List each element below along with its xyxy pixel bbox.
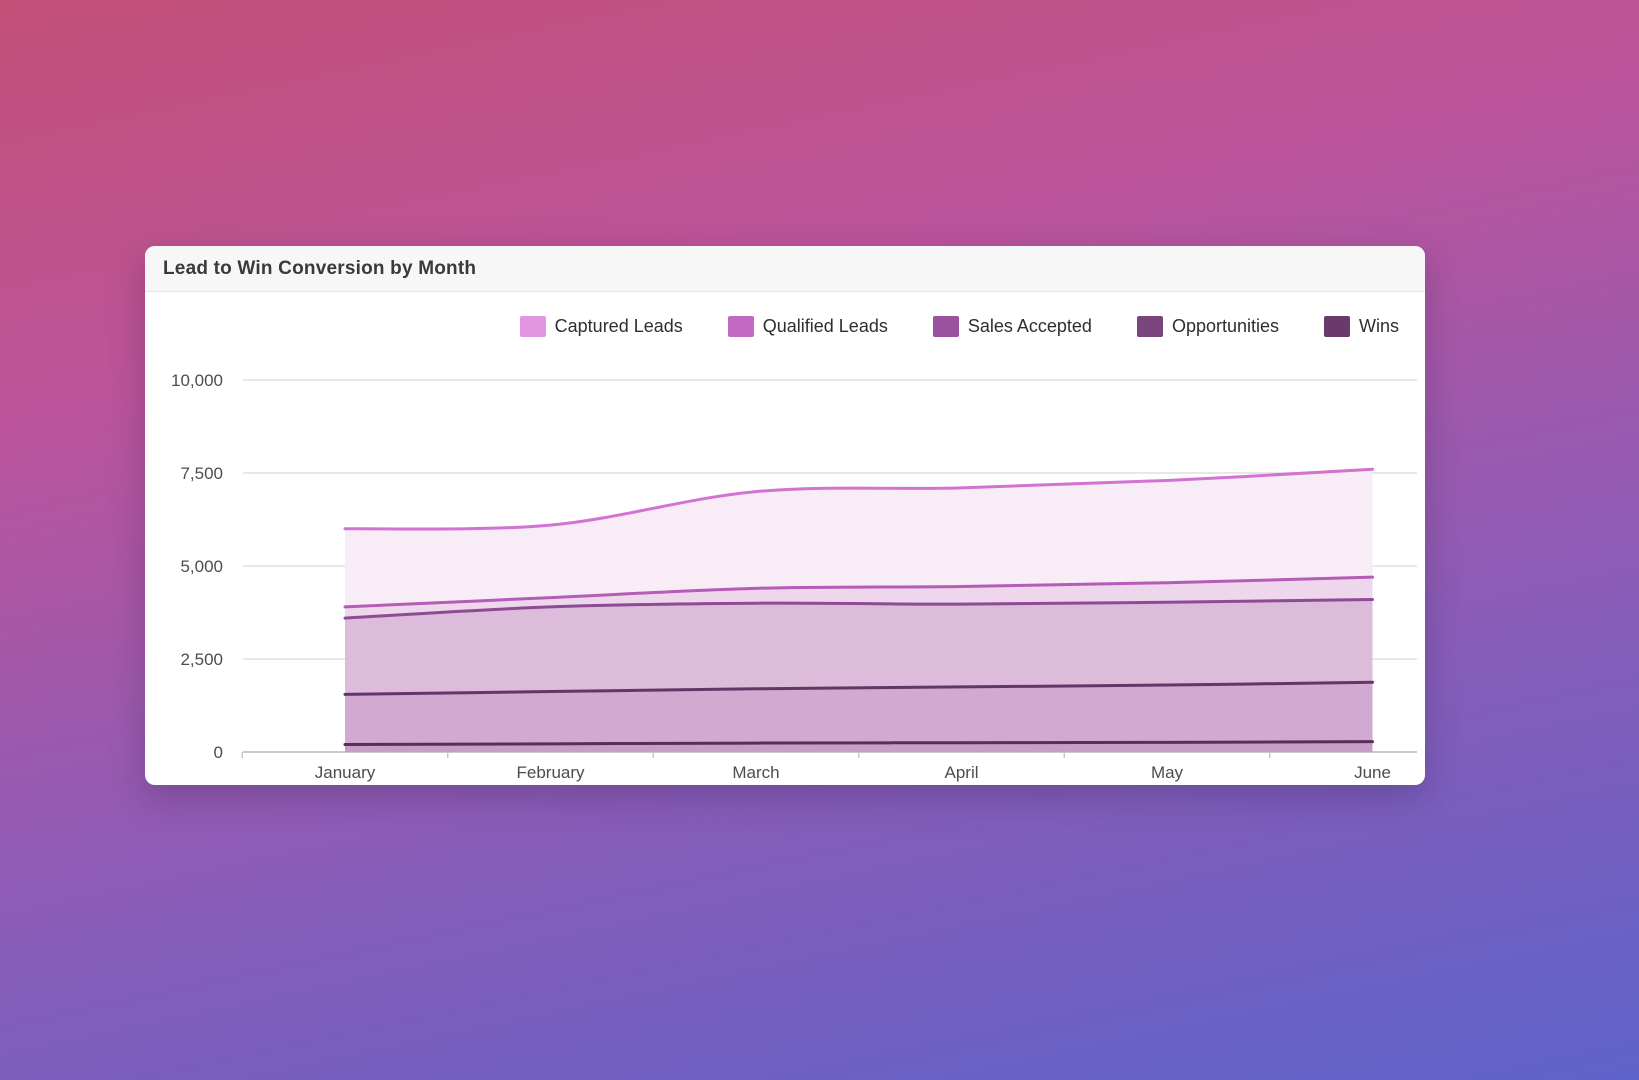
chart-legend: Captured Leads Qualified Leads Sales Accep… [519, 312, 1399, 340]
x-axis-label-may: May [1151, 763, 1184, 782]
x-axis-label-february: February [516, 763, 585, 782]
series-line-captured-leads [343, 467, 1374, 531]
y-axis-tick-label: 7,500 [180, 464, 223, 483]
chart-title: Lead to Win Conversion by Month [163, 257, 477, 279]
series-area-opportunities [345, 682, 1373, 752]
x-axis-label-june: June [1354, 763, 1391, 782]
legend-item-captured-leads: Captured Leads [519, 315, 683, 337]
y-axis-tick-label: 5,000 [180, 557, 223, 576]
chart-card: Lead to Win Conversion by Month Captured… [145, 246, 1425, 785]
legend-label: Opportunities [1171, 315, 1279, 336]
series-line-wins [343, 740, 1374, 747]
legend-item-opportunities: Opportunities [1136, 315, 1279, 337]
legend-item-sales-accepted: Sales Accepted [932, 315, 1092, 337]
legend-swatch [932, 315, 959, 337]
legend-label: Sales Accepted [967, 315, 1092, 336]
series-line-qualified-leads [343, 575, 1374, 609]
legend-label: Captured Leads [554, 315, 683, 336]
chart-canvas: 10,000 7,500 5,000 2,500 0 January February Mar… [171, 371, 1417, 782]
x-axis-label-march: March [732, 763, 779, 782]
y-axis-tick-label: 0 [214, 743, 223, 762]
y-axis-tick-label: 10,000 [171, 371, 223, 390]
legend-item-wins: Wins [1324, 315, 1399, 337]
legend-swatch [727, 315, 754, 337]
x-axis-label-january: January [315, 763, 376, 782]
legend-swatch [519, 315, 546, 337]
card-header: Lead to Win Conversion by Month [145, 246, 1425, 292]
legend-label: Qualified Leads [762, 315, 888, 336]
legend-item-qualified-leads: Qualified Leads [727, 315, 888, 337]
series-line-sales-accepted [343, 597, 1374, 620]
x-axis-label-april: April [944, 763, 978, 782]
legend-label: Wins [1359, 315, 1399, 336]
legend-swatch [1136, 315, 1163, 337]
series-line-opportunities [343, 680, 1374, 696]
y-axis-tick-label: 2,500 [180, 650, 223, 669]
legend-swatch [1324, 315, 1350, 337]
